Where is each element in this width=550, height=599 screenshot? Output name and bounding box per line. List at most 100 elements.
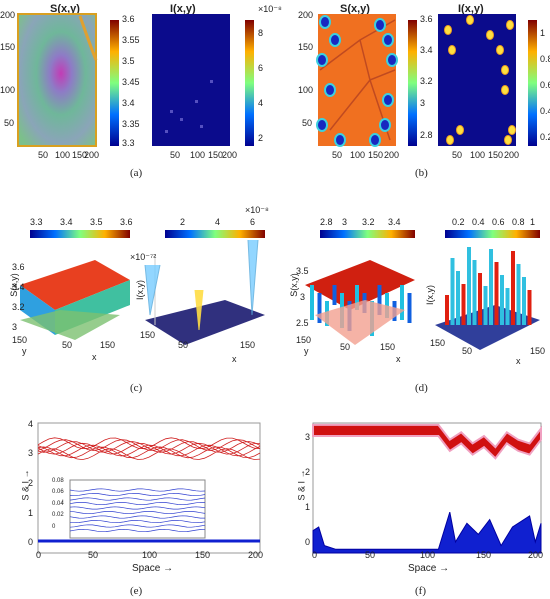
tick: 150 — [368, 150, 384, 160]
tick: ×10⁻⁸ — [258, 4, 282, 14]
tick: 0 — [36, 550, 42, 560]
d-I-spike — [489, 249, 493, 325]
tick: 50 — [38, 150, 49, 160]
e-S-line — [37, 442, 260, 455]
b-I-spot — [496, 45, 504, 55]
tick: 150 — [0, 42, 16, 52]
e-I-line — [69, 506, 206, 510]
d-I-spike — [522, 277, 526, 325]
tick: x — [396, 354, 401, 364]
c-S-top — [20, 260, 130, 310]
b-I-spot — [508, 125, 516, 135]
d-S-zlabel: S(x,y) — [288, 273, 299, 297]
tick: 150 — [100, 340, 116, 350]
d-I-spike — [527, 290, 532, 325]
a-I-map — [152, 14, 230, 146]
tick: 50 — [462, 346, 473, 356]
tick: ×10⁻⁸ — [245, 205, 269, 215]
d-I-spike — [472, 260, 477, 325]
b-I-spot — [504, 135, 512, 145]
tick: 3.35 — [122, 119, 140, 129]
tick: 150 — [12, 335, 28, 345]
tick: 3.2 — [12, 302, 25, 312]
d-S-colorbar — [320, 230, 415, 238]
e-xlabel: Space → — [132, 563, 174, 574]
tick: 150 — [380, 342, 396, 352]
b-S-colorbar — [408, 20, 417, 146]
tick: 2 — [28, 478, 34, 488]
tick: 150 — [430, 338, 446, 348]
tick: 50 — [62, 340, 73, 350]
tick: x — [516, 356, 521, 366]
tick: 3.6 — [122, 14, 135, 24]
e-I-line — [69, 510, 206, 515]
panel-label-b: (b) — [415, 167, 428, 179]
tick: 150 — [296, 335, 312, 345]
panel-label-e: (e) — [130, 585, 143, 597]
tick: 150 — [240, 340, 256, 350]
e-I-line — [69, 515, 205, 519]
tick: 3.6 — [420, 14, 433, 24]
e-ylabel: S & I → — [20, 469, 31, 501]
tick: 3 — [12, 322, 18, 332]
tick: 50 — [170, 150, 181, 160]
tick: 3.4 — [388, 217, 401, 227]
d-S-spike — [407, 293, 412, 323]
tick: 0 — [52, 524, 56, 530]
tick: 0.6 — [492, 217, 505, 227]
f-I-band — [312, 511, 542, 554]
b-S-spot — [319, 15, 331, 29]
d-I-spike — [461, 284, 466, 325]
tick: 2.8 — [320, 217, 333, 227]
tick: 0.6 — [540, 80, 550, 90]
tick: 3 — [420, 98, 426, 108]
b-I-spot — [501, 65, 509, 75]
e-S-line — [37, 437, 261, 450]
tick: 200 — [0, 10, 16, 20]
tick: I — [62, 500, 64, 506]
tick: 50 — [4, 118, 15, 128]
e-S-line — [37, 448, 261, 461]
tick: 0 — [305, 537, 311, 547]
tick: 2.8 — [420, 130, 433, 140]
e-I-line — [69, 501, 206, 506]
d-I-spike — [483, 286, 488, 325]
tick: 150 — [140, 330, 156, 340]
tick: 200 — [384, 150, 400, 160]
tick: 2 — [180, 217, 186, 227]
d-I-spike — [505, 288, 510, 325]
tick: 150 — [530, 346, 546, 356]
panel-label-a: (a) — [130, 167, 143, 179]
tick: 1 — [530, 217, 536, 227]
tick: 2.5 — [296, 318, 309, 328]
tick: 0.04 — [52, 501, 64, 507]
tick: 0.8 — [540, 54, 550, 64]
tick: 200 — [504, 150, 520, 160]
b-I-spot — [506, 20, 514, 30]
e-I-line — [69, 528, 206, 533]
d-S-spike — [355, 285, 359, 310]
e-S-line — [37, 439, 261, 451]
panel-c — [20, 230, 265, 345]
tick: 200 — [248, 550, 264, 560]
e-I-line — [69, 519, 206, 524]
tick: 150 — [72, 150, 88, 160]
a-S-map — [17, 13, 97, 147]
tick: 3.4 — [122, 98, 135, 108]
tick: 0.08 — [52, 478, 64, 484]
e-I-line — [69, 497, 206, 501]
b-S-spot — [316, 53, 328, 67]
tick: 150 — [298, 42, 314, 52]
tick: 3 — [300, 292, 306, 302]
b-I-spot — [466, 15, 474, 25]
tick: 0.2 — [452, 217, 465, 227]
d-I-spike — [494, 262, 499, 325]
a-S-title: S(x,y) — [50, 3, 80, 15]
tick: 3.55 — [122, 35, 140, 45]
b-S-spot — [386, 53, 398, 67]
tick: 3.5 — [296, 266, 309, 276]
b-I-map — [438, 14, 516, 146]
tick: 100 — [298, 85, 314, 95]
b-I-spot — [486, 30, 494, 40]
d-I-spike — [516, 264, 521, 325]
